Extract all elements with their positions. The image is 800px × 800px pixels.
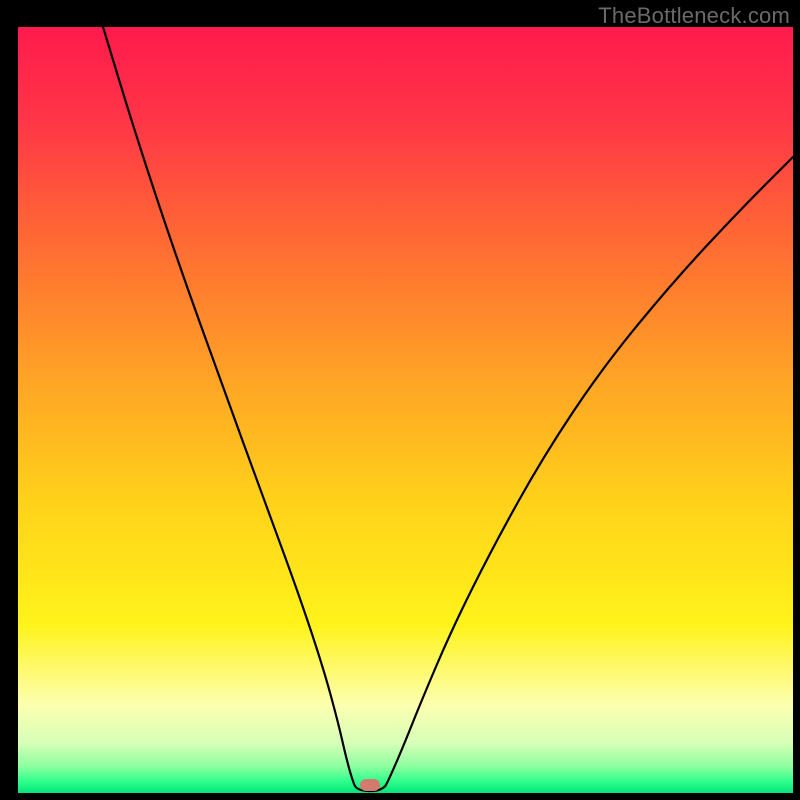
watermark-text: TheBottleneck.com xyxy=(598,3,790,29)
plot-area xyxy=(18,27,793,793)
optimum-marker xyxy=(360,779,380,791)
bottleneck-curve xyxy=(18,27,793,793)
outer-frame: TheBottleneck.com xyxy=(0,0,800,800)
